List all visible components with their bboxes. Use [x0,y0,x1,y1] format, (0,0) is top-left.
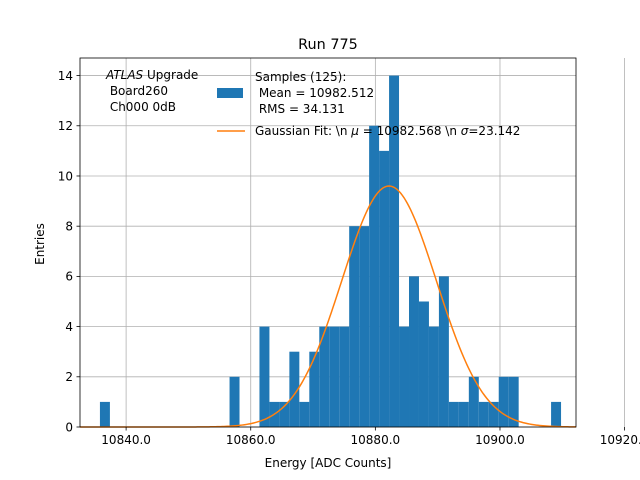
histogram-bar [99,401,110,427]
histogram-bar [229,376,240,427]
legend-hist-line-3: RMS = 34.131 [255,102,345,116]
channel-label: Ch000 0dB [106,100,176,114]
legend-hist-line-1: Samples (125): [255,70,346,84]
histogram-bars [99,75,562,428]
y-tick-label: 6 [65,270,73,284]
y-tick-label: 8 [65,219,73,233]
histogram-bar [259,326,270,427]
y-tick-label: 12 [58,119,73,133]
y-axis-label: Entries [33,223,47,265]
x-tick-label: 10920.0 [600,433,640,447]
atlas-annotation: ATLAS Upgrade Board260 Ch000 0dB [105,68,198,114]
histogram-bar [488,401,499,427]
histogram-bar [299,401,310,427]
x-tick-label: 10840.0 [101,433,151,447]
legend-hist-swatch [217,88,243,98]
histogram-bar [379,150,390,427]
histogram-bar [329,326,340,427]
x-tick-label: 10860.0 [226,433,276,447]
chart-title: Run 775 [298,37,358,53]
histogram-bar [428,326,439,427]
y-tick-label: 4 [65,320,73,334]
histogram-bar [289,351,300,427]
svg-text:ATLAS Upgrade: ATLAS Upgrade [105,68,198,82]
histogram-bar [478,401,489,427]
x-axis-label: Energy [ADC Counts] [265,456,392,470]
axis-ticks: 10840.010860.010880.010900.010920.010940… [58,69,640,447]
histogram-bar [359,226,370,427]
histogram-bar [399,326,410,427]
upgrade-label: Upgrade [143,68,198,82]
atlas-label: ATLAS [105,68,144,82]
histogram-bar [458,401,469,427]
histogram-bar [448,401,459,427]
axes-frame [79,57,577,428]
legend: Samples (125): Mean = 10982.512 RMS = 34… [217,70,520,138]
y-tick-label: 2 [65,370,73,384]
histogram-bar [319,326,330,427]
histogram-bar [339,326,350,427]
legend-hist-line-2: Mean = 10982.512 [255,86,374,100]
histogram-bar [309,351,320,427]
histogram-bar [468,376,479,427]
board-label: Board260 [106,84,168,98]
y-tick-label: 14 [58,69,73,83]
x-tick-label: 10880.0 [351,433,401,447]
histogram-bar [349,226,360,427]
legend-fit-label: Gaussian Fit: \n μ = 10982.568 \n σ=23.1… [255,124,520,138]
histogram-bar [369,125,380,427]
histogram-bar [438,276,449,427]
histogram-bar [279,401,290,427]
y-tick-label: 0 [65,420,73,434]
histogram-bar [508,376,519,427]
histogram-bar [551,401,562,427]
histogram-bar [418,301,429,427]
histogram-bar [389,75,400,428]
histogram-bar [409,276,419,427]
y-tick-label: 10 [58,169,73,183]
x-tick-label: 10900.0 [475,433,525,447]
histogram-bar [498,376,509,427]
